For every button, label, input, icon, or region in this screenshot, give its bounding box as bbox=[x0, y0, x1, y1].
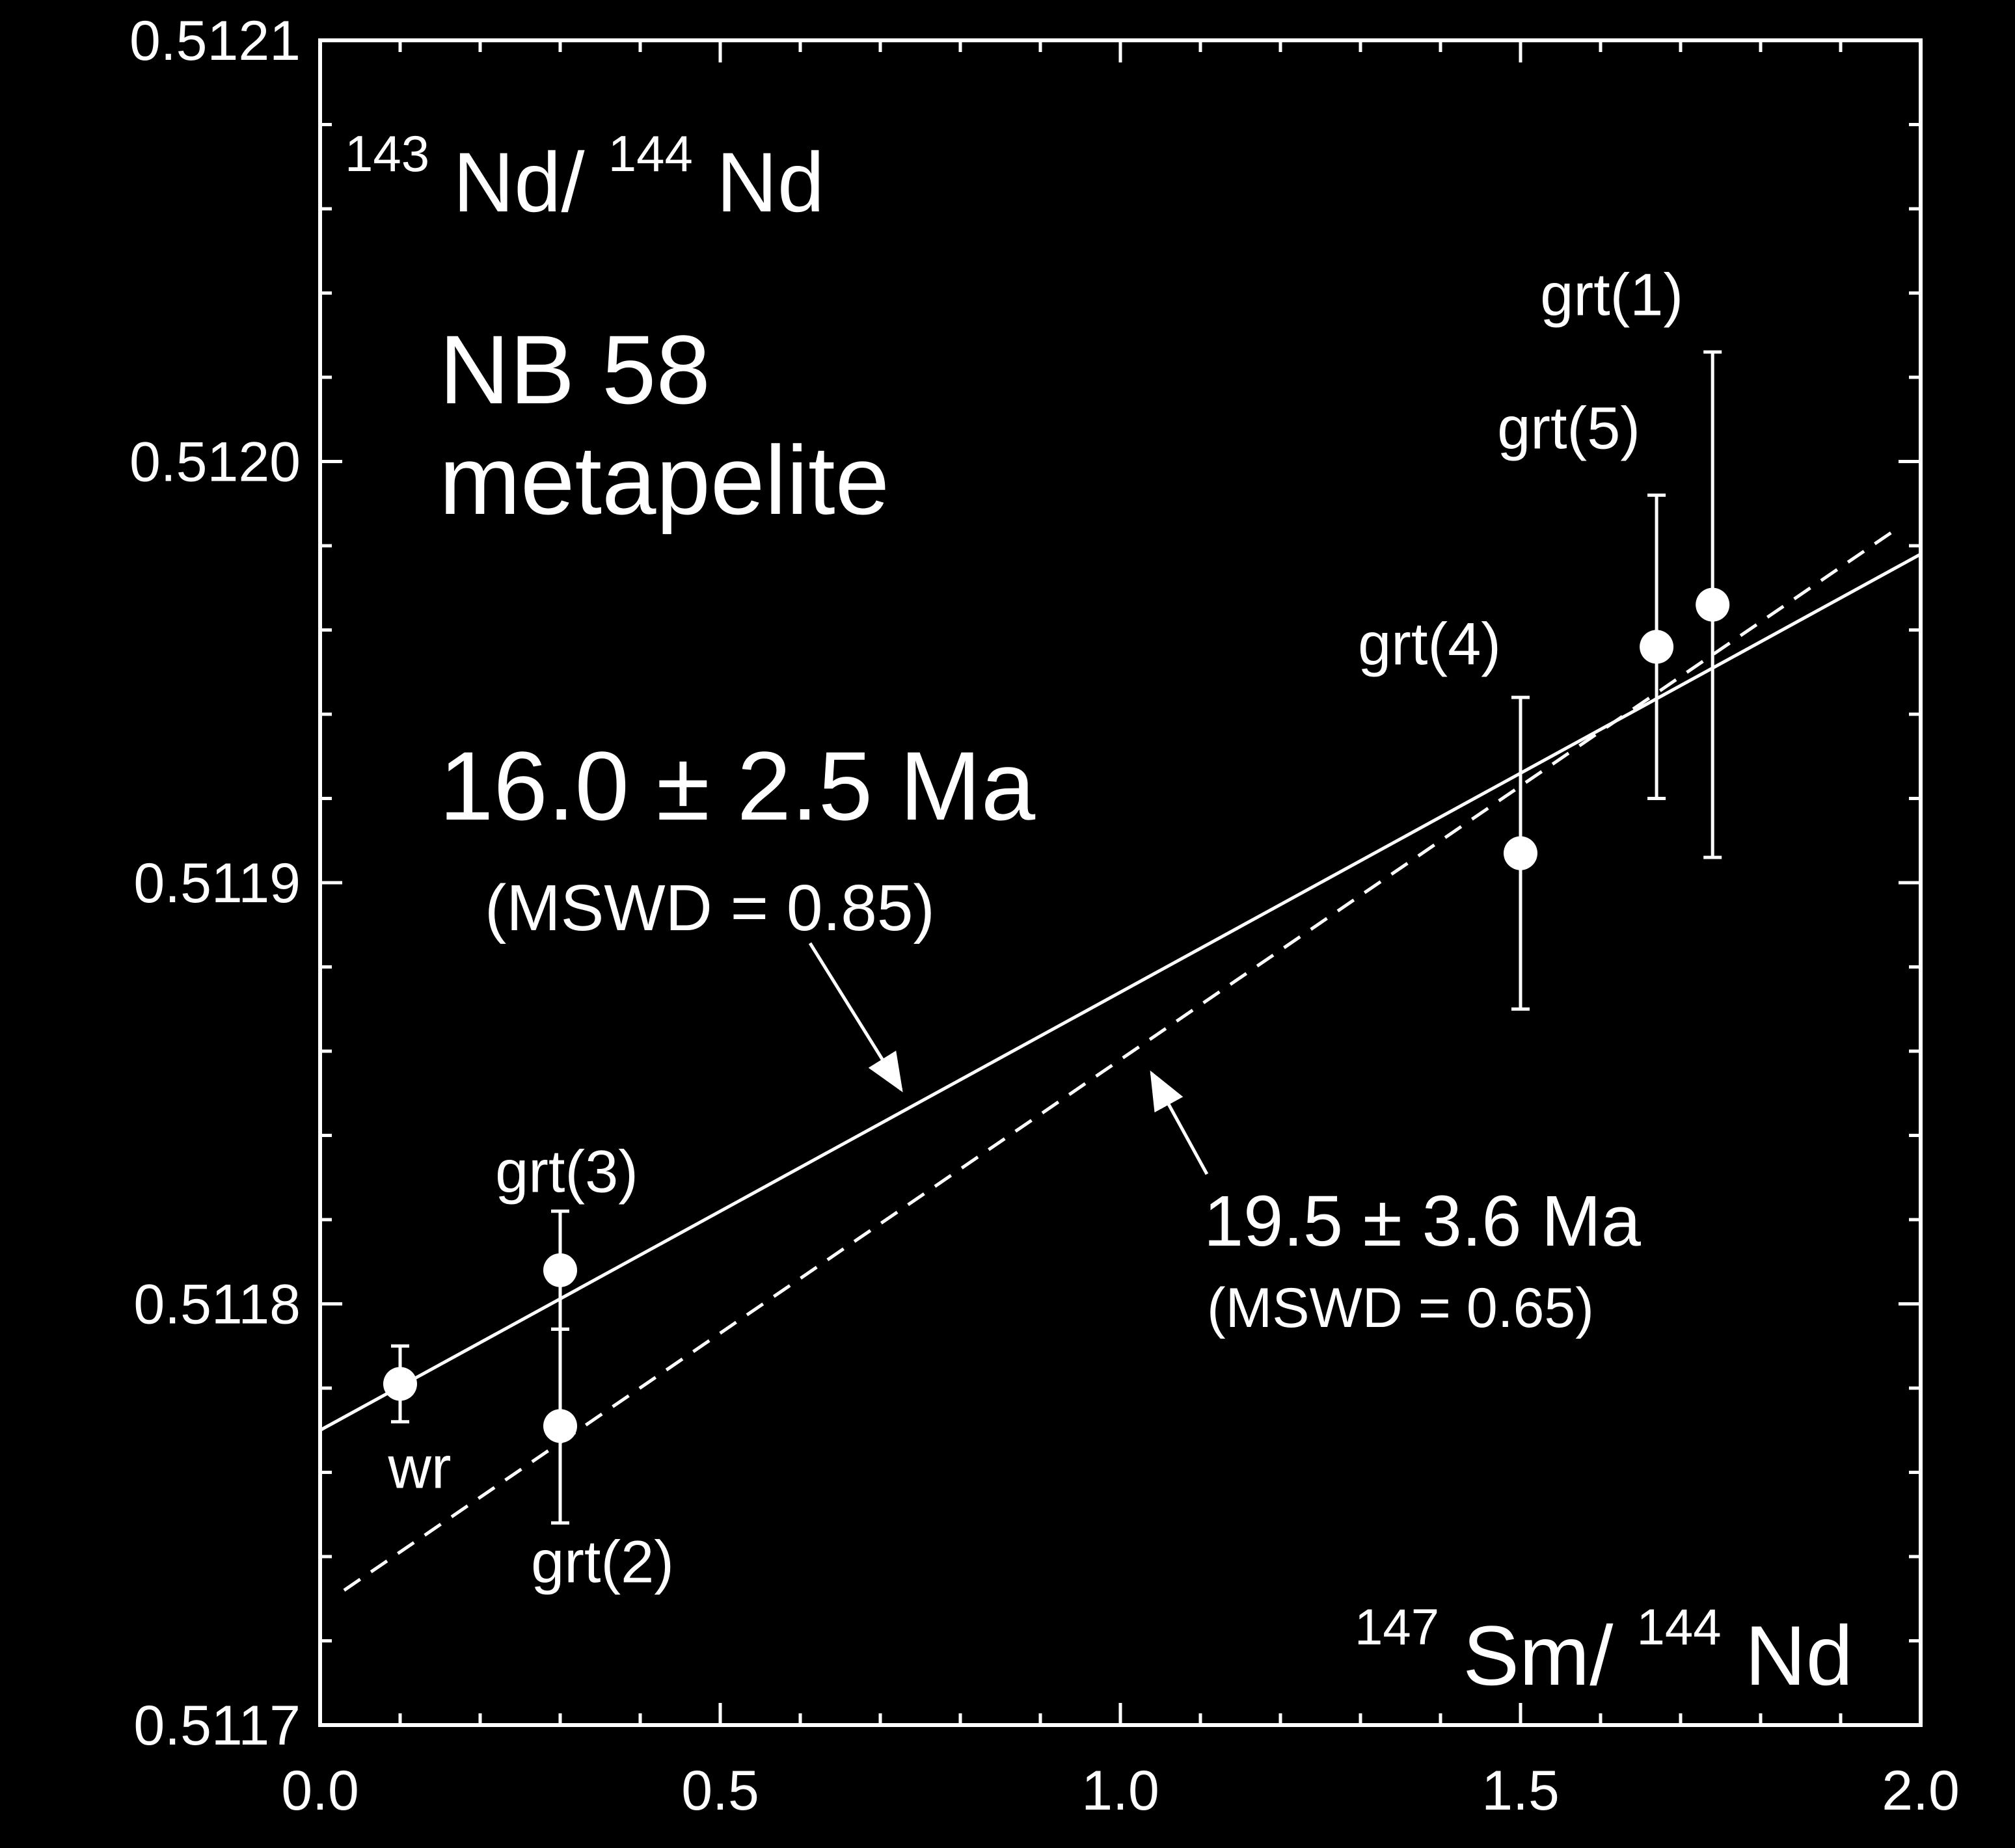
dashed-isochron-arrow bbox=[1150, 1070, 1209, 1175]
point-marker bbox=[1640, 630, 1674, 664]
dashed-isochron-age-value: 19.5 bbox=[1204, 1181, 1343, 1261]
y-tick-label: 0.5120 bbox=[129, 431, 301, 494]
solid-isochron-arrow bbox=[808, 942, 903, 1093]
isochron-lines bbox=[319, 528, 1922, 1592]
solid-isochron-age-value: 16.0 bbox=[439, 731, 629, 840]
point-label: grt(1) bbox=[1540, 262, 1683, 328]
dashed-isochron-age: 19.5 ± 3.6 Ma bbox=[1204, 1181, 1642, 1261]
data-point-grt5: grt(5) bbox=[1497, 395, 1674, 800]
x-tick-label: 0.5 bbox=[681, 1760, 759, 1822]
data-point-grt4: grt(4) bbox=[1358, 611, 1537, 1011]
y-axis-title-sup2: 144 bbox=[608, 125, 693, 182]
x-tick-label: 0.0 bbox=[281, 1760, 359, 1822]
y-tick-label: 0.5119 bbox=[133, 852, 301, 915]
sample-name: NB 58 bbox=[439, 315, 710, 424]
point-marker bbox=[1504, 836, 1537, 870]
point-marker bbox=[543, 1409, 577, 1443]
y-axis-title: 143 Nd/ 144 Nd bbox=[345, 94, 824, 230]
x-axis-title-base1: Sm/ bbox=[1463, 1608, 1614, 1703]
x-axis-title-base2: Nd bbox=[1745, 1608, 1853, 1703]
dashed-isochron-age-pm: ± bbox=[1363, 1181, 1402, 1261]
point-label: grt(5) bbox=[1497, 395, 1640, 461]
solid-isochron-age-pm: ± bbox=[656, 731, 710, 840]
y-axis-title-base1: Nd/ bbox=[453, 135, 585, 230]
sample-type: metapelite bbox=[439, 425, 889, 535]
point-marker bbox=[1696, 587, 1730, 622]
point-marker bbox=[383, 1367, 417, 1401]
data-point-grt1: grt(1) bbox=[1540, 262, 1730, 859]
data-point-wr: wr bbox=[383, 1344, 452, 1501]
y-axis-title-base2: Nd bbox=[716, 135, 824, 230]
dashed-isochron-age-err: 3.6 Ma bbox=[1422, 1181, 1642, 1261]
x-axis-title-sup2: 144 bbox=[1637, 1598, 1722, 1655]
y-tick-label: 0.5117 bbox=[133, 1694, 301, 1757]
y-axis-title-sup1: 143 bbox=[345, 125, 429, 182]
y-tick-label: 0.5118 bbox=[133, 1274, 301, 1336]
point-marker bbox=[543, 1253, 577, 1287]
point-label: grt(2) bbox=[531, 1529, 674, 1595]
point-label: grt(3) bbox=[495, 1139, 638, 1205]
x-axis-title: 147 Sm/ 144 Nd bbox=[1355, 1568, 1853, 1703]
isochron-line-solid bbox=[319, 552, 1922, 1432]
point-label: wr bbox=[387, 1435, 451, 1501]
data-points: wr grt(3) grt(2) grt(4) grt(5) grt(1) bbox=[383, 262, 1730, 1595]
point-label: grt(4) bbox=[1358, 611, 1501, 678]
data-point-grt2: grt(2) bbox=[531, 1327, 674, 1595]
x-tick-label: 1.5 bbox=[1481, 1760, 1560, 1822]
isochron-line-dashed bbox=[343, 528, 1898, 1592]
x-tick-label: 1.0 bbox=[1081, 1760, 1159, 1822]
x-axis-title-sup1: 147 bbox=[1355, 1598, 1439, 1655]
solid-isochron-age: 16.0 ± 2.5 Ma bbox=[439, 731, 1036, 840]
y-tick-label: 0.5121 bbox=[129, 10, 301, 72]
data-point-grt3: grt(3) bbox=[495, 1139, 638, 1331]
dashed-isochron-mswd: (MSWD = 0.65) bbox=[1207, 1277, 1594, 1339]
x-tick-label: 2.0 bbox=[1882, 1760, 1960, 1822]
axis-ticks: 0.0 0.5 1.0 1.5 2.0 0.5117 0.5118 0.5119 0.5120 0… bbox=[129, 10, 1960, 1822]
solid-isochron-mswd: (MSWD = 0.85) bbox=[485, 872, 935, 944]
solid-isochron-age-err: 2.5 Ma bbox=[737, 731, 1036, 840]
